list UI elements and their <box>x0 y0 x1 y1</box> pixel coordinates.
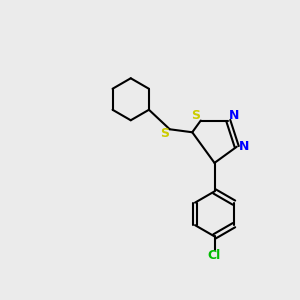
Text: Cl: Cl <box>208 249 221 262</box>
Text: N: N <box>239 140 249 153</box>
Text: S: S <box>160 127 169 140</box>
Text: S: S <box>191 109 200 122</box>
Text: N: N <box>229 109 239 122</box>
